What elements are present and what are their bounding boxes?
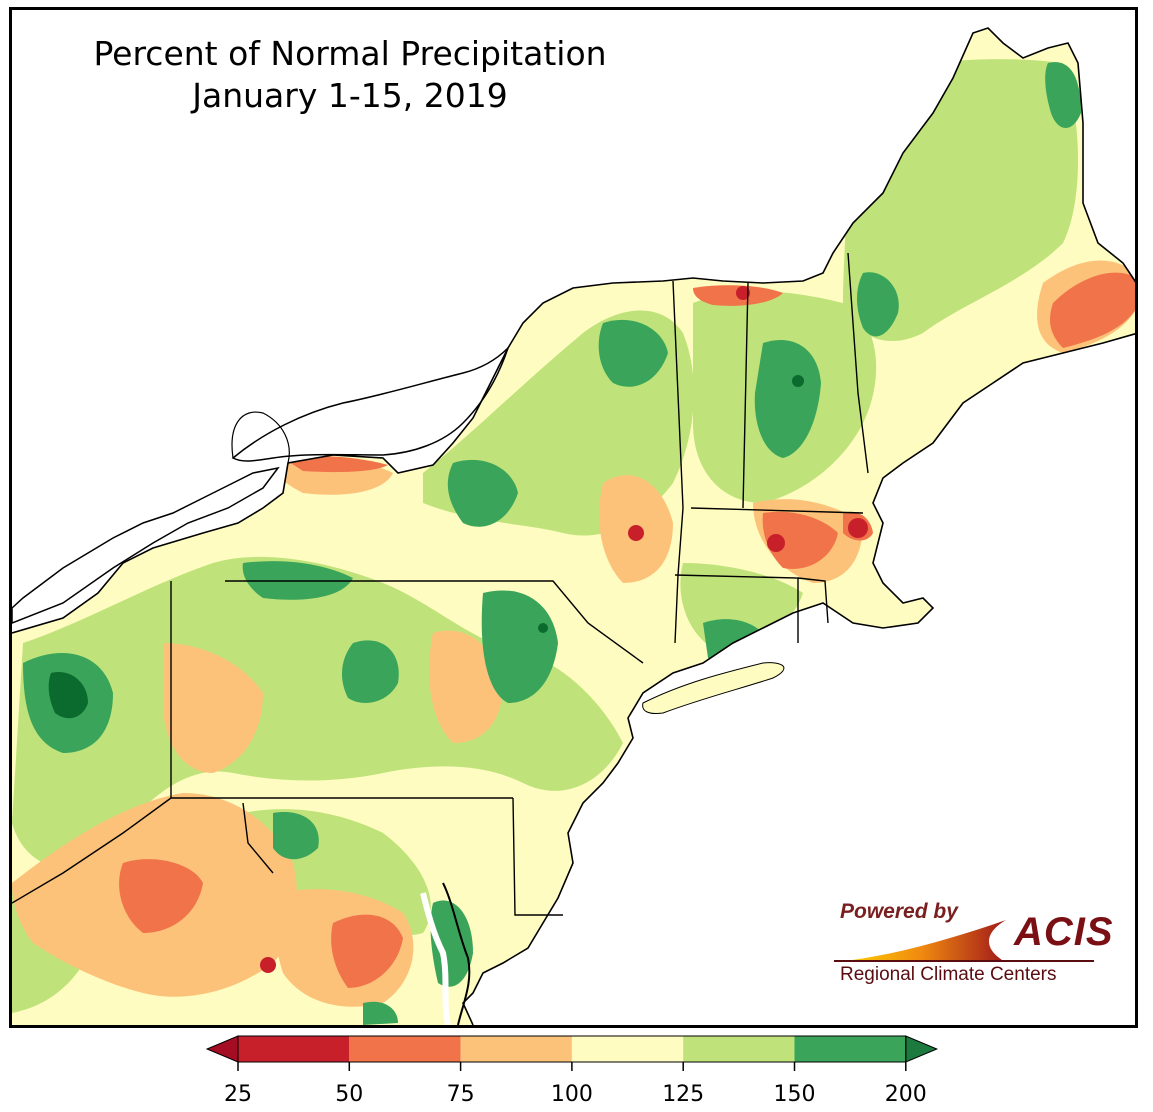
- legend-tick-label: 150: [773, 1082, 816, 1107]
- legend-bin-150-200: [794, 1036, 906, 1062]
- regional-climate-centers-text: Regional Climate Centers: [840, 964, 1057, 985]
- powered-by-text: Powered by: [840, 900, 958, 923]
- acis-logo: Powered by ACIS Regional Climate Centers: [828, 898, 1118, 998]
- legend-bin-100-125: [571, 1036, 684, 1062]
- acis-text: ACIS: [1014, 910, 1114, 954]
- logo-rule: [834, 960, 1094, 962]
- legend-tick-label: 100: [550, 1082, 593, 1107]
- map-subtitle: January 1-15, 2019: [192, 76, 508, 115]
- lake-ontario: [231, 347, 509, 462]
- legend-colorbar: [205, 1035, 939, 1071]
- map-title: Percent of Normal Precipitation: [93, 34, 607, 73]
- state-borders: [12, 252, 869, 916]
- acis-swoosh-icon: [836, 920, 1006, 962]
- legend-tick-label: 125: [662, 1082, 705, 1107]
- legend-tick-label: 75: [446, 1082, 475, 1107]
- coastline: [12, 27, 1135, 1025]
- precip-contours: [12, 59, 1135, 1025]
- color-legend: 25 50 75 100 125 150 200: [205, 1034, 945, 1112]
- precipitation-map: [12, 27, 1135, 1025]
- legend-tick-label: 50: [335, 1082, 364, 1107]
- long-island: [642, 662, 785, 714]
- legend-bin-25-50: [238, 1036, 350, 1062]
- legend-bin-75-100: [460, 1036, 572, 1062]
- legend-tick-label: 25: [224, 1082, 252, 1107]
- legend-tick-label: 200: [884, 1082, 927, 1107]
- legend-over-arrow: [905, 1035, 939, 1063]
- map-frame: [9, 7, 1138, 1028]
- legend-bin-50-75: [349, 1036, 461, 1062]
- lake-erie: [12, 466, 280, 624]
- legend-bin-125-150: [683, 1036, 795, 1062]
- legend-under-arrow: [205, 1035, 239, 1063]
